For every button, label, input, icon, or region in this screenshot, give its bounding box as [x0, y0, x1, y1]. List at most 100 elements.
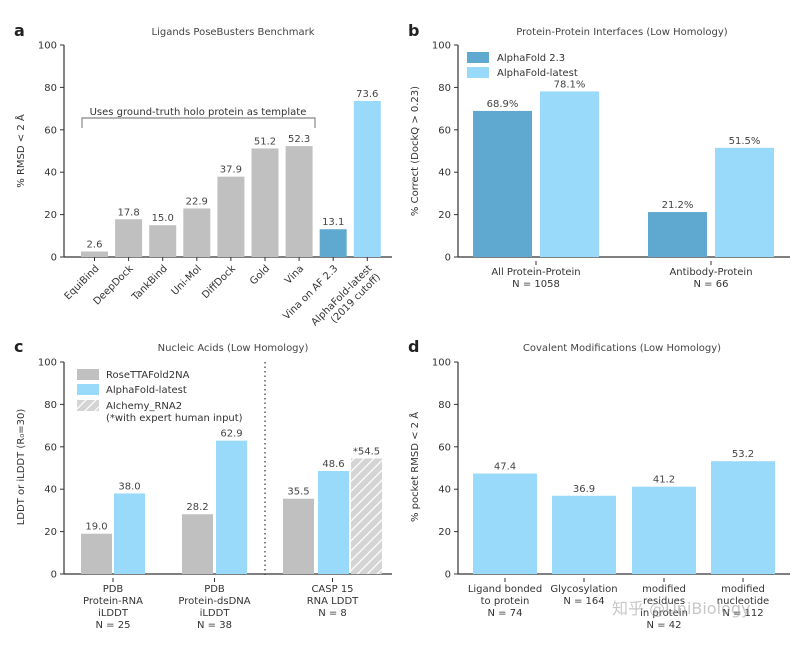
data-label-alphafold-latest-1: 62.9	[220, 429, 242, 440]
data-label-glycosylation-1: 36.9	[573, 484, 595, 495]
panel-c-legend: RoseTTAFold2NA AlphaFold-latest AIchemy_…	[77, 369, 243, 424]
y-tick-label: 60	[44, 125, 57, 136]
y-tick-label: 60	[438, 442, 451, 453]
legend-swatch-alphafold-2-3	[467, 52, 489, 63]
bar-alphafold-latest-0	[114, 493, 145, 574]
x-tick-label-vina: Vina	[283, 263, 306, 286]
bar-deepdock	[115, 219, 143, 257]
y-tick-label: 0	[51, 253, 57, 264]
legend-swatch-alphafold-latest-c	[77, 384, 99, 395]
y-tick-label: 40	[438, 485, 451, 496]
x-tick-label-casp-15-rna-lddt: CASP 15 RNA LDDT N = 8	[307, 584, 359, 619]
data-label-modified-2: 41.2	[653, 475, 675, 486]
panel-a-title: Ligands PoseBusters Benchmark	[152, 27, 315, 38]
bar-gold	[251, 148, 279, 257]
y-tick-label: 20	[438, 527, 451, 538]
y-tick-label: 20	[44, 527, 57, 538]
y-tick-label: 20	[438, 210, 451, 221]
data-label-rosettafold2na-2: 35.5	[287, 487, 309, 498]
y-tick-label: 100	[432, 358, 451, 369]
legend-label-alphafold-latest: AlphaFold-latest	[497, 68, 578, 79]
panel-a-ylabel: % RMSD < 2 Å	[14, 114, 27, 188]
panel-b-legend: AlphaFold 2.3 AlphaFold-latest	[467, 52, 578, 79]
x-tick-label-tankbind: TankBind	[129, 263, 169, 303]
bar-glycosylation-1	[552, 495, 616, 574]
bar-alphafold-latest-all-protein-protein	[540, 91, 599, 257]
x-tick-label-pdb-protein-rna: PDB Protein-RNA iLDDT N = 25	[83, 584, 143, 631]
data-label-alphafold-2-3-all-protein-protein: 68.9%	[487, 99, 519, 110]
y-tick-label: 0	[445, 253, 451, 264]
panel-c-title: Nucleic Acids (Low Homology)	[158, 343, 309, 354]
x-tick-label-modified-3: modified nucleotide N = 112	[717, 584, 769, 619]
y-tick-label: 60	[44, 442, 57, 453]
y-tick-label: 0	[51, 570, 57, 581]
y-tick-label: 20	[44, 210, 57, 221]
bar-tankbind	[149, 225, 177, 257]
watermark: 知乎 @UniBiology	[612, 599, 750, 618]
legend-swatch-alphafold-latest	[467, 67, 489, 78]
data-label-modified-3: 53.2	[732, 449, 754, 460]
data-label-uni-mol: 22.9	[186, 196, 208, 207]
panel-a: a Ligands PoseBusters Benchmark % RMSD <…	[14, 21, 392, 328]
legend-swatch-aichemy-rna2	[77, 400, 99, 411]
y-tick-label: 100	[38, 41, 57, 52]
y-tick-label: 40	[438, 168, 451, 179]
bar-aichemy-rna2-2	[351, 458, 382, 574]
y-tick-label: 40	[44, 168, 57, 179]
x-tick-label-pdb-protein-dsdna: PDB Protein-dsDNA iLDDT N = 38	[178, 584, 250, 631]
panel-label-c: c	[14, 337, 23, 356]
data-label-alphafold-latest-all-protein-protein: 78.1%	[554, 79, 586, 90]
data-label-alphafold-latest: 73.6	[356, 89, 378, 100]
data-label-vina-on-af-2-3: 13.1	[322, 217, 344, 228]
y-tick-label: 80	[44, 400, 57, 411]
bar-alphafold-latest-antibody-protein	[715, 147, 774, 257]
data-label-vina: 52.3	[288, 134, 310, 145]
x-tick-label-gold: Gold	[248, 263, 272, 287]
panel-a-annotation: Uses ground-truth holo protein as templa…	[90, 107, 307, 118]
y-tick-label: 40	[44, 485, 57, 496]
y-tick-label: 100	[38, 358, 57, 369]
panel-b-ylabel: % Correct (DockQ > 0.23)	[410, 86, 421, 216]
data-label-alphafold-latest-antibody-protein: 51.5%	[729, 136, 761, 147]
panel-label-d: d	[408, 337, 419, 356]
bar-modified-2	[632, 486, 696, 574]
panel-d-ylabel: % pocket RMSD < 2 Å	[408, 412, 421, 522]
panel-a-annotation-bracket: Uses ground-truth holo protein as templa…	[81, 107, 316, 128]
data-label-diffdock: 37.9	[220, 165, 242, 176]
x-tick-label-modified-2: modified residues in protein N = 42	[640, 584, 688, 631]
x-tick-label-uni-mol: Uni-Mol	[170, 263, 204, 297]
bar-rosettafold2na-1	[182, 514, 213, 574]
bar-equibind	[81, 251, 108, 257]
bar-alphafold-latest-1	[216, 440, 247, 574]
panel-c: c Nucleic Acids (Low Homology) LDDT or i…	[14, 337, 392, 631]
panel-d-title: Covalent Modifications (Low Homology)	[523, 343, 721, 354]
bar-alphafold-latest-2	[318, 470, 349, 574]
data-label-equibind: 2.6	[87, 239, 103, 250]
bar-alphafold-2-3-antibody-protein	[648, 212, 707, 257]
data-label-aichemy-rna2-2: *54.5	[353, 446, 380, 457]
bar-modified-3	[711, 461, 775, 574]
panel-b: b Protein-Protein Interfaces (Low Homolo…	[408, 21, 790, 290]
panel-label-b: b	[408, 21, 419, 40]
bar-rosettafold2na-2	[283, 498, 314, 574]
y-tick-label: 80	[438, 400, 451, 411]
bar-alphafold-2-3-all-protein-protein	[473, 110, 532, 257]
data-label-rosettafold2na-0: 19.0	[85, 522, 107, 533]
x-tick-label-glycosylation-1: Glycosylation N = 164	[550, 584, 617, 607]
y-tick-label: 0	[445, 570, 451, 581]
panel-a-axes: 0204060801002.6EquiBind17.8DeepDock15.0T…	[38, 41, 392, 328]
x-tick-label-ligand-bonded-0: Ligand bonded to protein N = 74	[468, 584, 542, 619]
y-tick-label: 80	[44, 83, 57, 94]
panel-c-axes: 0 20 40 60 80 100 19.0 38.0 PDB Protein-RNA iLDDT N…	[38, 358, 392, 631]
data-label-gold: 51.2	[254, 136, 276, 147]
y-tick-label: 100	[432, 41, 451, 52]
panel-label-a: a	[14, 21, 25, 40]
data-label-alphafold-latest-0: 38.0	[118, 481, 140, 492]
data-label-alphafold-latest-2: 48.6	[322, 459, 344, 470]
data-label-tankbind: 15.0	[152, 213, 174, 224]
x-tick-label-diffdock: DiffDock	[200, 263, 238, 301]
panel-c-ylabel: LDDT or iLDDT (R₀=30)	[16, 409, 27, 526]
bar-diffdock	[217, 176, 245, 257]
panel-d-axes: 0 20 40 60 80 100 47.4 Ligand bonded to protein N…	[432, 358, 790, 631]
